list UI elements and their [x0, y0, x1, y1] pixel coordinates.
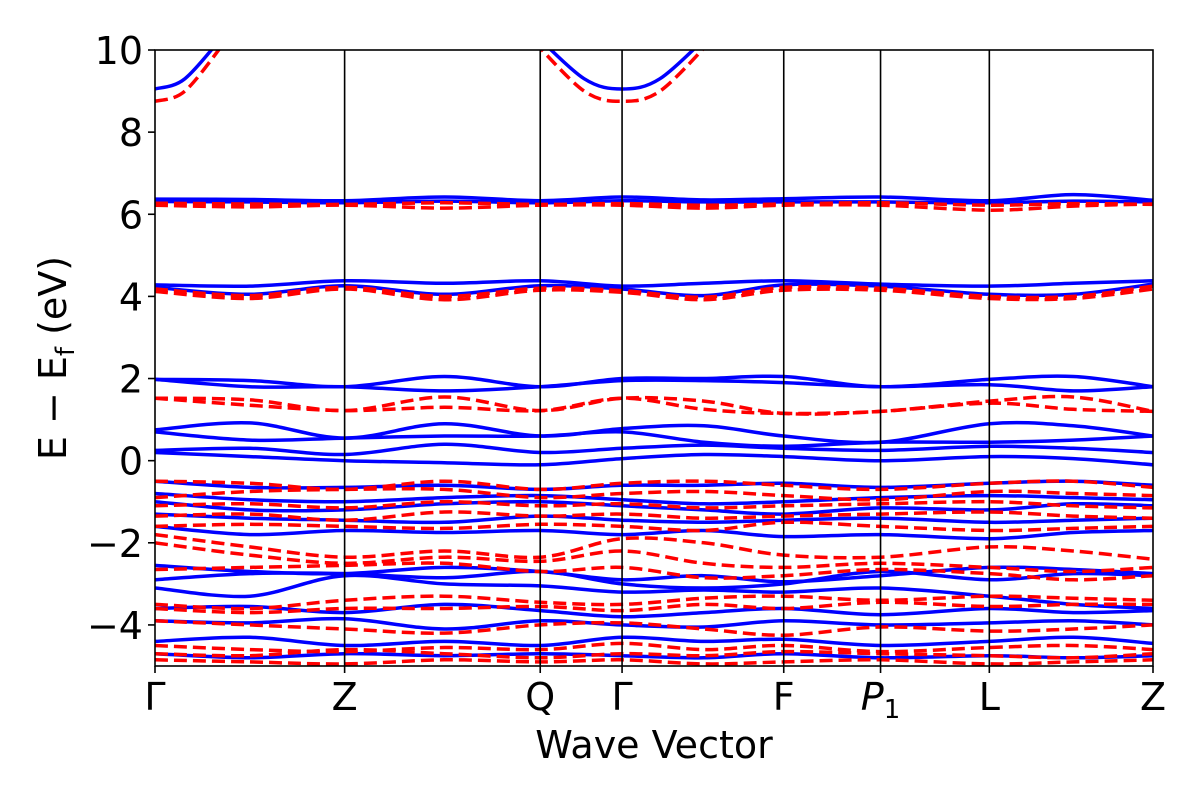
band-line-spin-up-19	[155, 450, 1153, 467]
bands-layer	[155, 50, 1153, 666]
kpoint-lines	[343, 50, 991, 666]
band-line-spin-up-24	[155, 524, 1153, 541]
band-line-spin-down-7	[155, 202, 1153, 212]
x-axis-label: Wave Vector	[535, 723, 773, 767]
x-tick-label: P1	[861, 675, 900, 725]
x-tick-label: F	[773, 675, 795, 719]
band-line-spin-up-13	[155, 377, 1153, 393]
band-line-spin-down-36	[155, 520, 1153, 533]
y-axis-ticks: 10 8 6 4 2 0 −2 −4	[87, 29, 155, 648]
band-line-spin-up-8	[155, 278, 1153, 289]
x-tick-label: Z	[332, 675, 358, 719]
x-tick-label: Γ	[144, 675, 165, 719]
y-axis-label-sub: f	[51, 346, 81, 356]
y-tick-label: −2	[87, 522, 143, 566]
band-line-spin-down-34	[155, 499, 1153, 510]
band-line-spin-down-33	[155, 486, 1153, 502]
band-line-spin-down-44	[155, 647, 1153, 660]
band-line-spin-down-15	[155, 396, 1153, 416]
x-tick-label: Γ	[611, 675, 632, 719]
y-axis-label-main: E − E	[31, 356, 75, 460]
plot-frame	[154, 49, 1154, 667]
y-axis-label: E − Ef (eV)	[31, 256, 81, 460]
band-line-spin-up-21	[155, 491, 1153, 506]
band-line-spin-down-41	[155, 600, 1153, 615]
band-line-spin-down-35	[155, 510, 1153, 522]
y-tick-label: 6	[119, 193, 143, 237]
band-line-spin-down-3	[539, 50, 705, 104]
y-tick-label: 2	[119, 358, 143, 402]
band-line-spin-down-40	[155, 594, 1153, 611]
band-line-spin-down-1	[155, 50, 221, 103]
band-line-spin-up-17	[155, 430, 1153, 449]
x-tick-label: Q	[525, 675, 555, 719]
band-line-spin-down-45	[155, 658, 1153, 666]
band-line-spin-down-43	[155, 641, 1153, 654]
x-tick-label: L	[979, 675, 1000, 719]
y-tick-label: 0	[119, 440, 143, 484]
x-tick-label: Z	[1140, 675, 1166, 719]
band-line-spin-up-0	[155, 50, 214, 91]
y-tick-label: 10	[95, 29, 143, 73]
x-axis-ticks: Γ Z Q Γ F P1 L Z	[144, 666, 1166, 725]
band-line-spin-up-28	[155, 602, 1153, 619]
y-tick-label: 8	[119, 111, 143, 155]
y-tick-label: 4	[119, 275, 143, 319]
band-line-spin-down-14	[155, 394, 1153, 416]
band-line-spin-down-39	[155, 561, 1153, 582]
y-tick-label: −4	[87, 604, 143, 648]
y-axis-label-unit: (eV)	[31, 256, 75, 347]
band-line-spin-up-18	[155, 442, 1153, 457]
band-line-spin-up-4	[155, 192, 1153, 203]
